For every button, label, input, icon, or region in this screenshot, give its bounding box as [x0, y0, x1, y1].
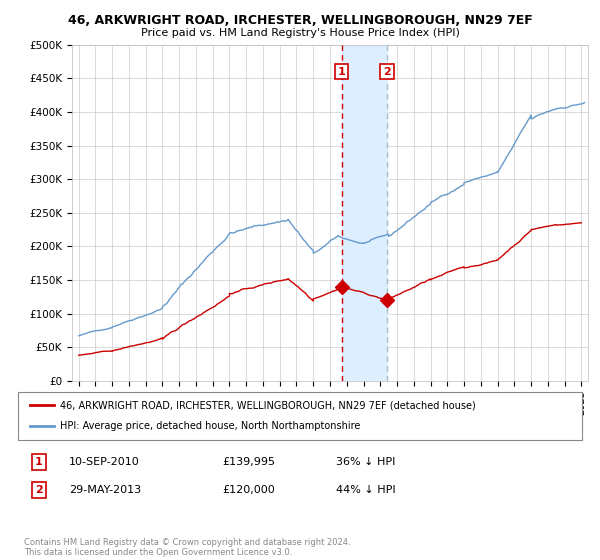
Text: £120,000: £120,000 — [222, 485, 275, 495]
Text: 36% ↓ HPI: 36% ↓ HPI — [336, 457, 395, 467]
Text: 29-MAY-2013: 29-MAY-2013 — [69, 485, 141, 495]
Text: 10-SEP-2010: 10-SEP-2010 — [69, 457, 140, 467]
Text: Contains HM Land Registry data © Crown copyright and database right 2024.
This d: Contains HM Land Registry data © Crown c… — [24, 538, 350, 557]
Text: 1: 1 — [338, 67, 346, 77]
Bar — [341, 45, 387, 381]
Text: 46, ARKWRIGHT ROAD, IRCHESTER, WELLINGBOROUGH, NN29 7EF: 46, ARKWRIGHT ROAD, IRCHESTER, WELLINGBO… — [68, 14, 532, 27]
Text: 44% ↓ HPI: 44% ↓ HPI — [336, 485, 395, 495]
Text: Price paid vs. HM Land Registry's House Price Index (HPI): Price paid vs. HM Land Registry's House … — [140, 28, 460, 38]
Text: HPI: Average price, detached house, North Northamptonshire: HPI: Average price, detached house, Nort… — [60, 421, 361, 431]
Text: 1: 1 — [35, 457, 43, 467]
Text: £139,995: £139,995 — [222, 457, 275, 467]
Text: 2: 2 — [35, 485, 43, 495]
Text: 2: 2 — [383, 67, 391, 77]
Text: 46, ARKWRIGHT ROAD, IRCHESTER, WELLINGBOROUGH, NN29 7EF (detached house): 46, ARKWRIGHT ROAD, IRCHESTER, WELLINGBO… — [60, 400, 476, 410]
